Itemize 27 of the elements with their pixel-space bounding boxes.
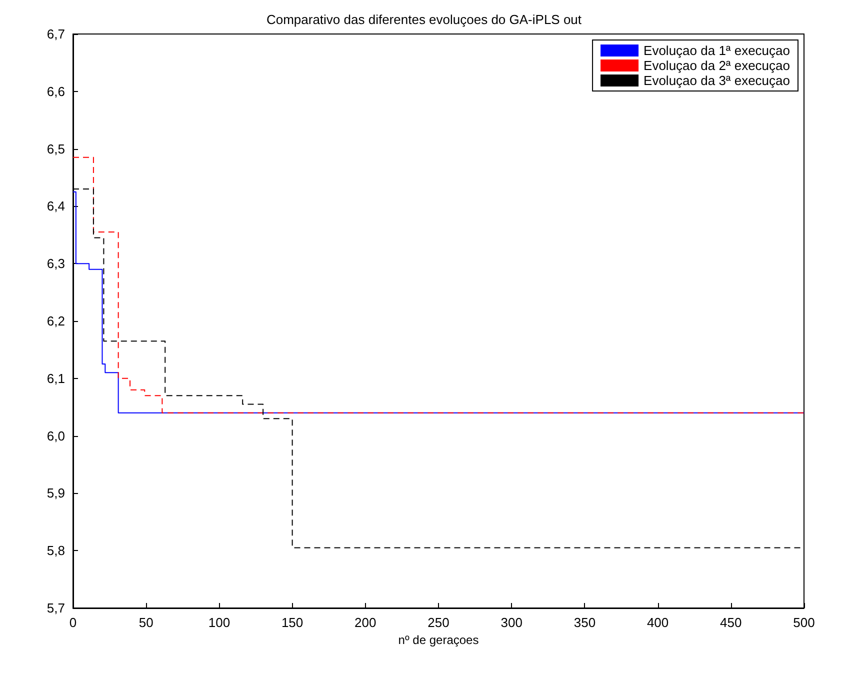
x-axis-title: nº de geraçoes	[398, 632, 479, 647]
y-tick-label: 6,2	[46, 314, 65, 328]
x-tick-label: 200	[354, 615, 376, 630]
y-tick-label: 5,7	[46, 600, 65, 616]
y-tick-label: 6,5	[46, 141, 65, 156]
chart-title: Comparativo das diferentes evoluçoes do GA-iPLS out	[266, 12, 582, 27]
legend-label: Evoluçao da 2ª execuçao	[644, 58, 790, 73]
y-tick-label: 6,0	[46, 428, 65, 444]
x-tick-label: 100	[208, 615, 230, 630]
x-tick-label: 350	[574, 615, 596, 630]
y-tick-label: 5,8	[46, 543, 65, 558]
legend-label: Evoluçao da 1ª execuçao	[644, 43, 790, 58]
x-tick-label: 400	[646, 615, 669, 630]
x-tick-label: 300	[500, 615, 522, 630]
y-tick-label: 5,9	[46, 486, 65, 501]
x-tick-label: 450	[720, 615, 742, 630]
y-tick-label: 6,3	[46, 256, 65, 272]
legend-label: Evoluçao da 3ª execuçao	[644, 73, 790, 88]
x-tick-label: 150	[281, 615, 304, 630]
y-tick-label: 6,7	[46, 26, 65, 42]
y-tick-label: 6,4	[46, 198, 65, 214]
y-tick-label: 6,1	[46, 370, 65, 386]
x-tick-label: 0	[69, 615, 77, 630]
x-tick-label: 250	[428, 615, 450, 630]
y-tick-label: 6,6	[46, 84, 65, 99]
x-tick-label: 50	[138, 615, 154, 630]
x-tick-label: 500	[793, 615, 815, 630]
